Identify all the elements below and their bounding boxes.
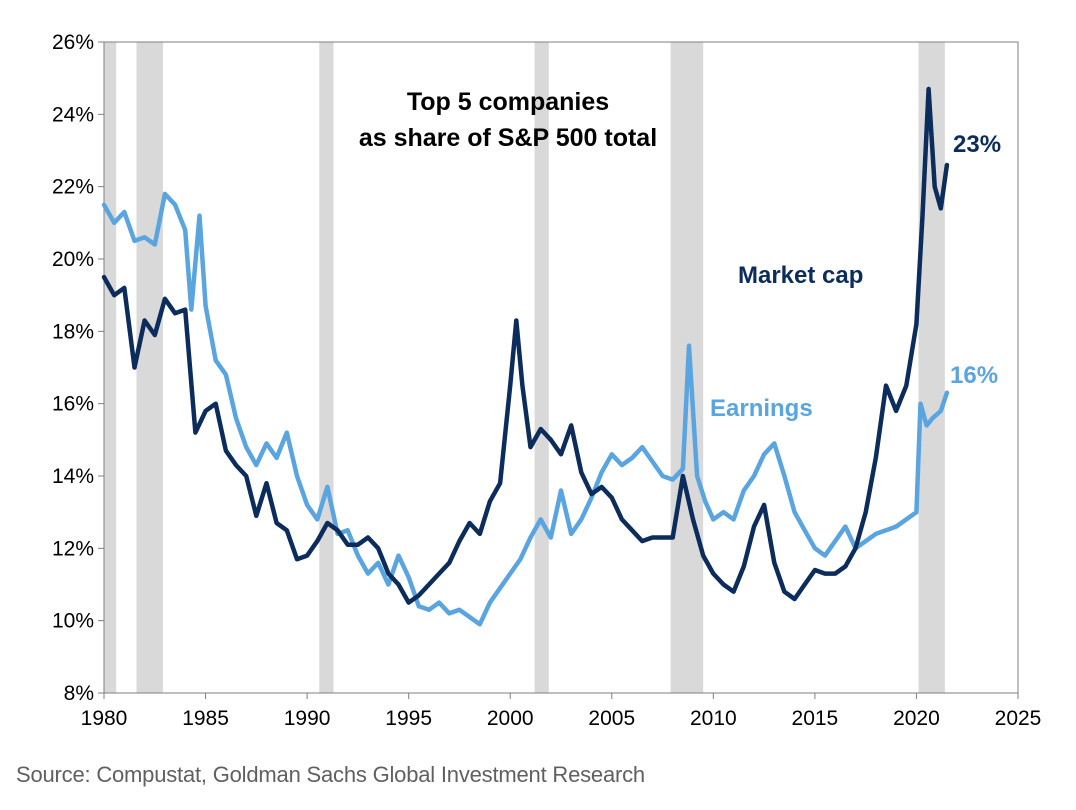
end-label-earnings: 16%: [950, 362, 998, 389]
axes: 8% 10% 12% 14% 16% 18% 20% 22% 24% 26% 1980 1985 199…: [52, 31, 1041, 730]
x-tick-label: 2010: [690, 707, 737, 730]
recession-band: [136, 42, 163, 693]
series-line-market-cap: [101, 86, 950, 605]
x-tick-label: 2000: [487, 707, 534, 730]
y-tick-label: 14%: [52, 465, 94, 488]
series-lines: [101, 86, 950, 627]
recession-band: [319, 42, 334, 693]
series-line-earnings: [101, 191, 950, 627]
x-tick-label: 1990: [284, 707, 331, 730]
y-tick-label: 22%: [52, 176, 94, 199]
x-tick-label: 2015: [792, 707, 839, 730]
x-tick-label: 1980: [81, 707, 128, 730]
x-tick-label: 1985: [182, 707, 229, 730]
source-note: Source: Compustat, Goldman Sachs Global …: [16, 762, 645, 787]
plot-frame: [103, 41, 1019, 694]
chart-title: Top 5 companies as share of S&P 500 tota…: [359, 88, 657, 152]
series-label-market-cap: Market cap: [738, 262, 863, 289]
y-tick-label: 20%: [52, 248, 94, 271]
y-tick-label: 24%: [52, 103, 94, 126]
chart: 8% 10% 12% 14% 16% 18% 20% 22% 24% 26% 1980 1985 199…: [52, 31, 1041, 730]
chart-title-line-1: Top 5 companies: [407, 88, 609, 116]
y-tick-label: 26%: [52, 31, 94, 54]
x-tick-label: 2025: [995, 707, 1042, 730]
x-tick-label: 1995: [385, 707, 432, 730]
x-tick-label: 2020: [893, 707, 940, 730]
y-tick-label: 8%: [64, 682, 94, 705]
y-tick-label: 18%: [52, 320, 94, 343]
end-label-market-cap: 23%: [953, 131, 1001, 158]
recession-band: [104, 42, 117, 693]
x-tick-label: 2005: [588, 707, 635, 730]
series-label-earnings: Earnings: [710, 395, 813, 422]
recession-bands: [104, 42, 945, 693]
y-tick-label: 10%: [52, 610, 94, 633]
y-tick-label: 12%: [52, 537, 94, 560]
y-tick-label: 16%: [52, 393, 94, 416]
chart-title-line-2: as share of S&P 500 total: [359, 124, 657, 152]
